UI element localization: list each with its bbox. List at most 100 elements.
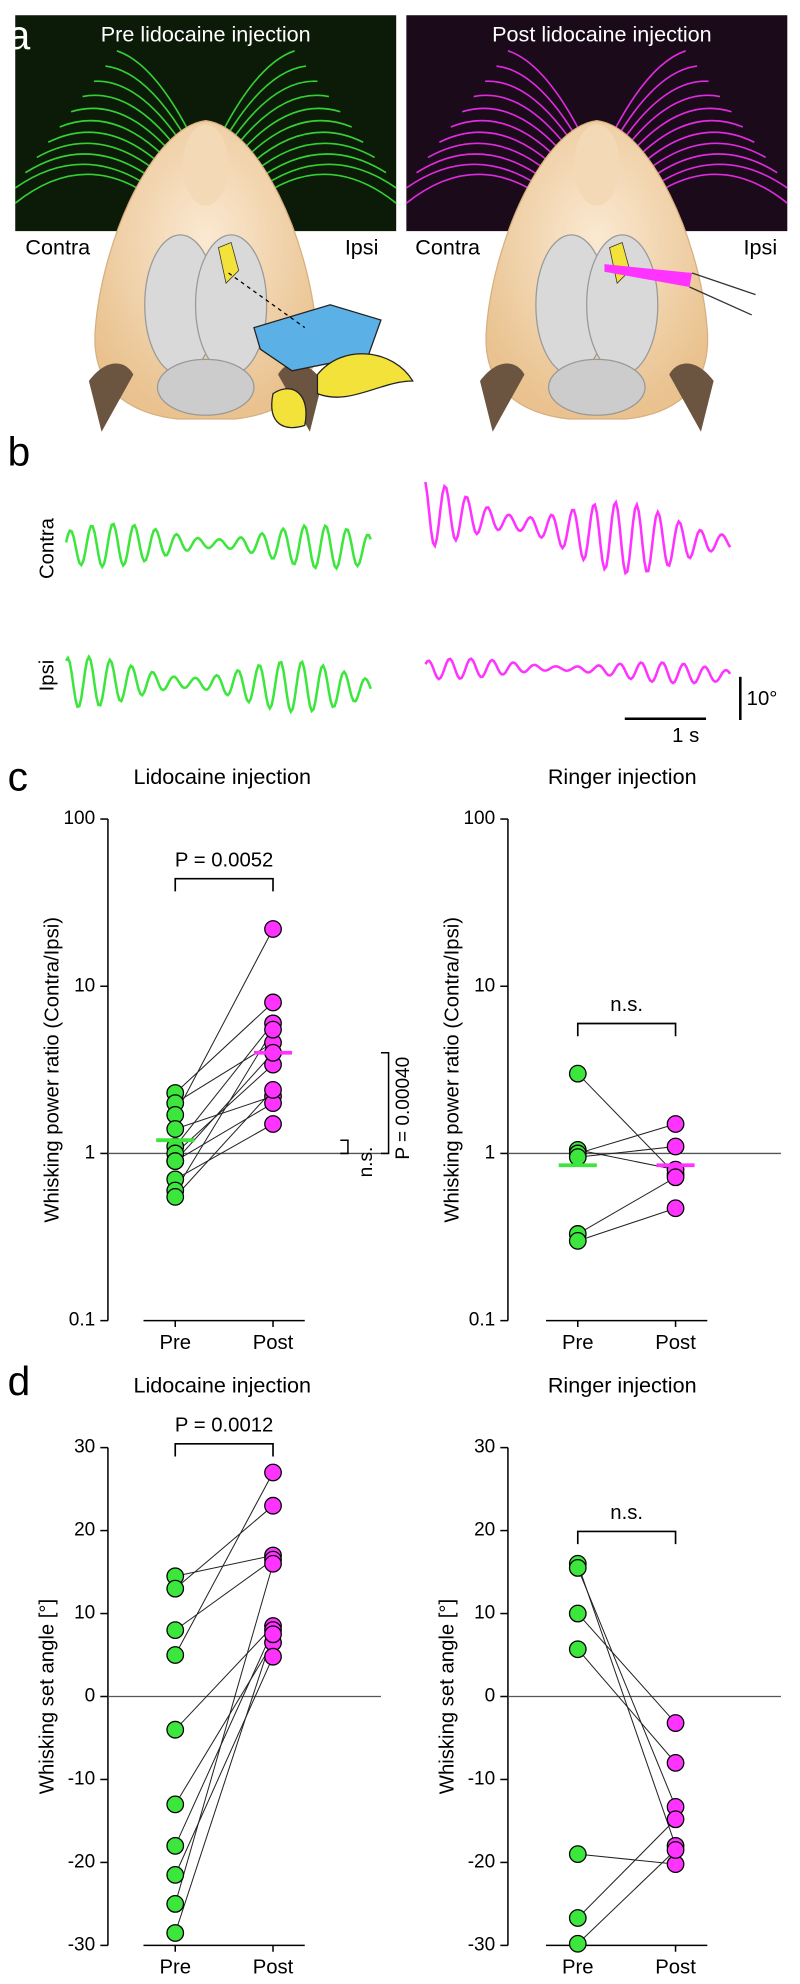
- y-tick-label: 20: [74, 1520, 95, 1541]
- pair-line: [174, 1023, 274, 1147]
- y-tick-label: 10: [474, 1603, 495, 1624]
- data-point: [264, 1554, 282, 1573]
- x-tick-label: Pre: [159, 1957, 191, 1979]
- side-bracket: [380, 1052, 390, 1155]
- pair-line: [174, 1089, 274, 1198]
- data-point: [666, 1115, 685, 1133]
- data-point: [166, 1865, 185, 1884]
- comparison-label: n.s.: [610, 1502, 643, 1524]
- data-point: [666, 1810, 685, 1829]
- data-point: [166, 1795, 185, 1814]
- pair-line: [174, 1052, 274, 1162]
- comparison-bracket: [174, 877, 274, 892]
- traces: [64, 481, 732, 715]
- data-point: [568, 1148, 587, 1167]
- y-tick-label: -20: [68, 1851, 96, 1872]
- data-point: [166, 1621, 185, 1640]
- x-tick-label: Post: [655, 1957, 696, 1979]
- x-tick-label: Pre: [562, 1957, 594, 1979]
- side-bracket: [340, 1139, 349, 1155]
- pair-line: [174, 1472, 274, 1656]
- chart-title: Lidocaine injection: [133, 1372, 311, 1397]
- data-point: [264, 1463, 282, 1482]
- row-label: Ipsi: [37, 660, 59, 692]
- data-point: [166, 1187, 185, 1206]
- data-point: [568, 1640, 587, 1659]
- mouse-left: [88, 119, 414, 432]
- data-point: [166, 1924, 185, 1942]
- y-tick-label: 0: [485, 1686, 496, 1707]
- trace: [424, 657, 732, 685]
- x-tick-label: Post: [253, 1332, 294, 1354]
- pair-line: [577, 1648, 676, 1764]
- y-tick-label: 30: [474, 1437, 495, 1458]
- pair-line: [174, 1102, 274, 1162]
- data-point: [166, 1836, 185, 1855]
- comparison-label: P = 0.0012: [175, 1414, 273, 1436]
- data-point: [568, 1604, 587, 1623]
- data-point: [166, 1152, 185, 1170]
- data-point: [568, 1934, 587, 1953]
- data-point: [166, 1895, 185, 1913]
- data-point: [264, 993, 282, 1012]
- data-point: [264, 1115, 282, 1133]
- side-label: n.s.: [356, 1147, 377, 1178]
- pair-line: [174, 1123, 274, 1180]
- pair-line: [577, 1563, 677, 1847]
- y-tick-label: 0.1: [469, 1310, 495, 1331]
- pair-line: [174, 1634, 274, 1934]
- trace: [64, 522, 372, 571]
- pair-line: [174, 1563, 274, 1905]
- y-tick-label: 30: [74, 1437, 95, 1458]
- data-point: [568, 1845, 587, 1864]
- y-tick-label: 1: [85, 1142, 96, 1163]
- data-point: [568, 1559, 587, 1577]
- y-tick-label: -30: [468, 1934, 496, 1955]
- whisker: [507, 50, 585, 141]
- data-point: [264, 1647, 282, 1666]
- whisker: [116, 50, 194, 141]
- data-point: [666, 1137, 685, 1156]
- pair-line: [174, 1029, 274, 1191]
- data-point: [264, 1020, 282, 1039]
- scale-label: 10°: [747, 688, 778, 710]
- y-axis-label: Whisking power ratio (Contra/Ipsi): [42, 917, 64, 1223]
- pair-line: [577, 1613, 676, 1724]
- y-tick-label: 0: [85, 1686, 96, 1707]
- data-point: [264, 1080, 282, 1099]
- pair-line: [174, 1559, 274, 1631]
- data-point: [166, 1646, 185, 1664]
- data-point: [264, 920, 282, 938]
- y-tick-label: 100: [463, 808, 495, 829]
- trace: [424, 481, 732, 576]
- data-point: [568, 1231, 587, 1250]
- comparison-label: P = 0.0052: [175, 849, 273, 871]
- comparison-bracket: [576, 1022, 677, 1037]
- data-point: [666, 1199, 685, 1218]
- pair-line: [577, 1123, 676, 1154]
- pair-line: [175, 1554, 274, 1577]
- data-point: [666, 1168, 685, 1187]
- y-tick-label: -20: [468, 1851, 496, 1872]
- y-tick-label: 1: [485, 1142, 496, 1163]
- y-tick-label: -30: [68, 1934, 96, 1955]
- row-label: Contra: [37, 517, 59, 579]
- side-label: Contra: [415, 235, 480, 260]
- comparison-bracket: [174, 1442, 274, 1457]
- data-point: [568, 1064, 587, 1083]
- side-label: Ipsi: [744, 235, 778, 260]
- pair-line: [577, 1146, 676, 1158]
- data-point: [166, 1720, 185, 1739]
- x-tick-label: Post: [253, 1957, 294, 1979]
- y-axis-label: Whisking set angle [°]: [437, 1599, 459, 1794]
- pair-line: [577, 1207, 676, 1242]
- x-tick-label: Post: [655, 1332, 696, 1354]
- y-tick-label: 10: [74, 975, 95, 996]
- panel-letter: a: [8, 12, 31, 58]
- side-label: Ipsi: [345, 235, 379, 260]
- pair-line: [577, 1176, 676, 1235]
- pair-line: [174, 1625, 274, 1731]
- y-tick-label: 10: [474, 975, 495, 996]
- panel-title: Pre lidocaine injection: [101, 21, 311, 46]
